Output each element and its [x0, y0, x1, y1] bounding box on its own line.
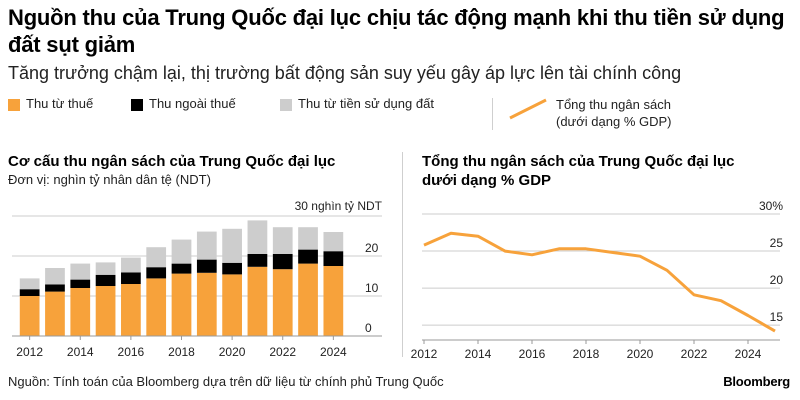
- bar-segment-land: [298, 227, 318, 250]
- bloomberg-logo: Bloomberg: [723, 374, 790, 389]
- bar-segment-nontax: [146, 267, 167, 279]
- chart-title: Nguồn thu của Trung Quốc đại lục chịu tá…: [8, 5, 785, 57]
- left-panel-title: Cơ cấu thu ngân sách của Trung Quốc đại …: [8, 153, 336, 170]
- bar-y-tick-label: 20: [365, 241, 379, 255]
- legend-label-revenue-line1: Tổng thu ngân sách: [556, 97, 671, 112]
- left-panel-unit: Đơn vị: nghìn tỷ nhân dân tệ (NDT): [8, 172, 211, 187]
- line-x-tick-label: 2016: [519, 347, 546, 361]
- bar-x-tick-label: 2012: [16, 345, 43, 359]
- chart-subtitle: Tăng trưởng chậm lại, thị trường bất độn…: [8, 63, 682, 83]
- bar-segment-tax: [121, 284, 141, 336]
- legend-item-revenue-gdp: Tổng thu ngân sách (dưới dạng % GDP): [508, 96, 708, 132]
- bar-segment-land: [323, 232, 344, 252]
- bar-segment-land: [45, 268, 65, 285]
- bar-segment-land: [70, 263, 91, 280]
- line-x-tick-label: 2012: [411, 347, 438, 361]
- legend-label-tax: Thu từ thuế: [26, 96, 94, 111]
- bar-segment-land: [247, 220, 268, 254]
- bar-x-tick-label: 2016: [118, 345, 145, 359]
- bar-segment-nontax: [323, 251, 344, 266]
- bar-x-tick-label: 2018: [168, 345, 195, 359]
- bar-segment-nontax: [222, 262, 242, 275]
- bar-segment-land: [146, 247, 167, 268]
- legend-line-swatch: [509, 98, 547, 120]
- bar-segment-nontax: [298, 249, 318, 264]
- bar-segment-tax: [19, 296, 40, 336]
- bar-segment-tax: [95, 286, 116, 336]
- bar-segment-land: [196, 231, 217, 260]
- line-x-tick-label: 2020: [627, 347, 654, 361]
- legend-item-land: Thu từ tiền sử dụng đất: [280, 96, 434, 111]
- bar-segment-tax: [323, 266, 344, 336]
- legend-swatch-land: [280, 99, 292, 111]
- bar-x-tick-label: 2022: [269, 345, 296, 359]
- legend-divider: [492, 98, 493, 130]
- bar-segment-tax: [247, 266, 268, 336]
- legend-item-nontax: Thu ngoài thuế: [131, 96, 236, 111]
- line-x-tick-label: 2022: [681, 347, 708, 361]
- legend-label-nontax: Thu ngoài thuế: [149, 96, 236, 111]
- line-y-tick-label: 20: [770, 273, 784, 287]
- line-y-tick-label: 25: [770, 236, 784, 250]
- bar-segment-tax: [171, 273, 192, 336]
- bar-segment-tax: [45, 291, 65, 336]
- bar-segment-nontax: [247, 254, 268, 267]
- legend-item-tax: Thu từ thuế: [8, 96, 93, 111]
- legend-label-land: Thu từ tiền sử dụng đất: [298, 96, 434, 111]
- bar-x-tick-label: 2014: [67, 345, 94, 359]
- line-x-tick-label: 2024: [735, 347, 762, 361]
- legend-label-revenue-line2: (dưới dạng % GDP): [556, 114, 672, 129]
- right-panel-title-line1: Tổng thu ngân sách của Trung Quốc đại lụ…: [422, 153, 735, 170]
- bar-segment-land: [171, 239, 192, 264]
- bar-segment-nontax: [272, 254, 293, 270]
- bar-segment-tax: [146, 278, 167, 336]
- bar-segment-land: [95, 262, 116, 275]
- bar-segment-land: [222, 228, 242, 263]
- line-series-revenue-gdp: [423, 231, 776, 333]
- bar-segment-nontax: [19, 289, 40, 296]
- bar-segment-tax: [70, 288, 91, 336]
- bar-segment-land: [272, 227, 293, 254]
- line-x-tick-label: 2014: [465, 347, 492, 361]
- right-panel-title-line2: dưới dạng % GDP: [422, 172, 552, 189]
- line-chart: 15 20 25 30% 2012 2014 2016 2018 2020 2022 2024: [411, 199, 784, 361]
- legend-swatch-tax: [8, 99, 20, 111]
- line-y-tick-label: 30%: [759, 199, 783, 213]
- stacked-bar-chart: 0 10 20 30 nghìn tỷ NDT 2012 2014 2016 2018 2020…: [12, 199, 383, 359]
- legend-swatch-nontax: [131, 99, 143, 111]
- bar-segment-tax: [298, 263, 318, 336]
- bar-segment-tax: [272, 269, 293, 336]
- bar-segment-nontax: [196, 259, 217, 273]
- bar-segment-nontax: [70, 279, 91, 288]
- bar-segment-nontax: [45, 284, 65, 292]
- line-y-tick-label: 15: [770, 310, 784, 324]
- bar-segment-tax: [196, 272, 217, 336]
- legend: Thu từ thuế Thu ngoài thuế Thu từ tiền s…: [8, 96, 788, 132]
- bar-segment-land: [19, 278, 40, 290]
- bar-segment-land: [121, 257, 141, 273]
- bar-segment-nontax: [95, 274, 116, 286]
- bar-x-tick-label: 2020: [219, 345, 246, 359]
- panel-divider: [402, 152, 403, 357]
- bar-x-tick-label: 2024: [320, 345, 347, 359]
- bar-y-tick-label: 10: [365, 281, 379, 295]
- bar-segment-tax: [222, 274, 242, 336]
- bar-segment-nontax: [171, 263, 192, 274]
- bar-y-tick-label: 0: [365, 321, 372, 335]
- source-note: Nguồn: Tính toán của Bloomberg dựa trên …: [8, 374, 444, 389]
- bar-segment-nontax: [121, 272, 141, 284]
- line-x-tick-label: 2018: [573, 347, 600, 361]
- bar-y-tick-label: 30 nghìn tỷ NDT: [295, 199, 383, 213]
